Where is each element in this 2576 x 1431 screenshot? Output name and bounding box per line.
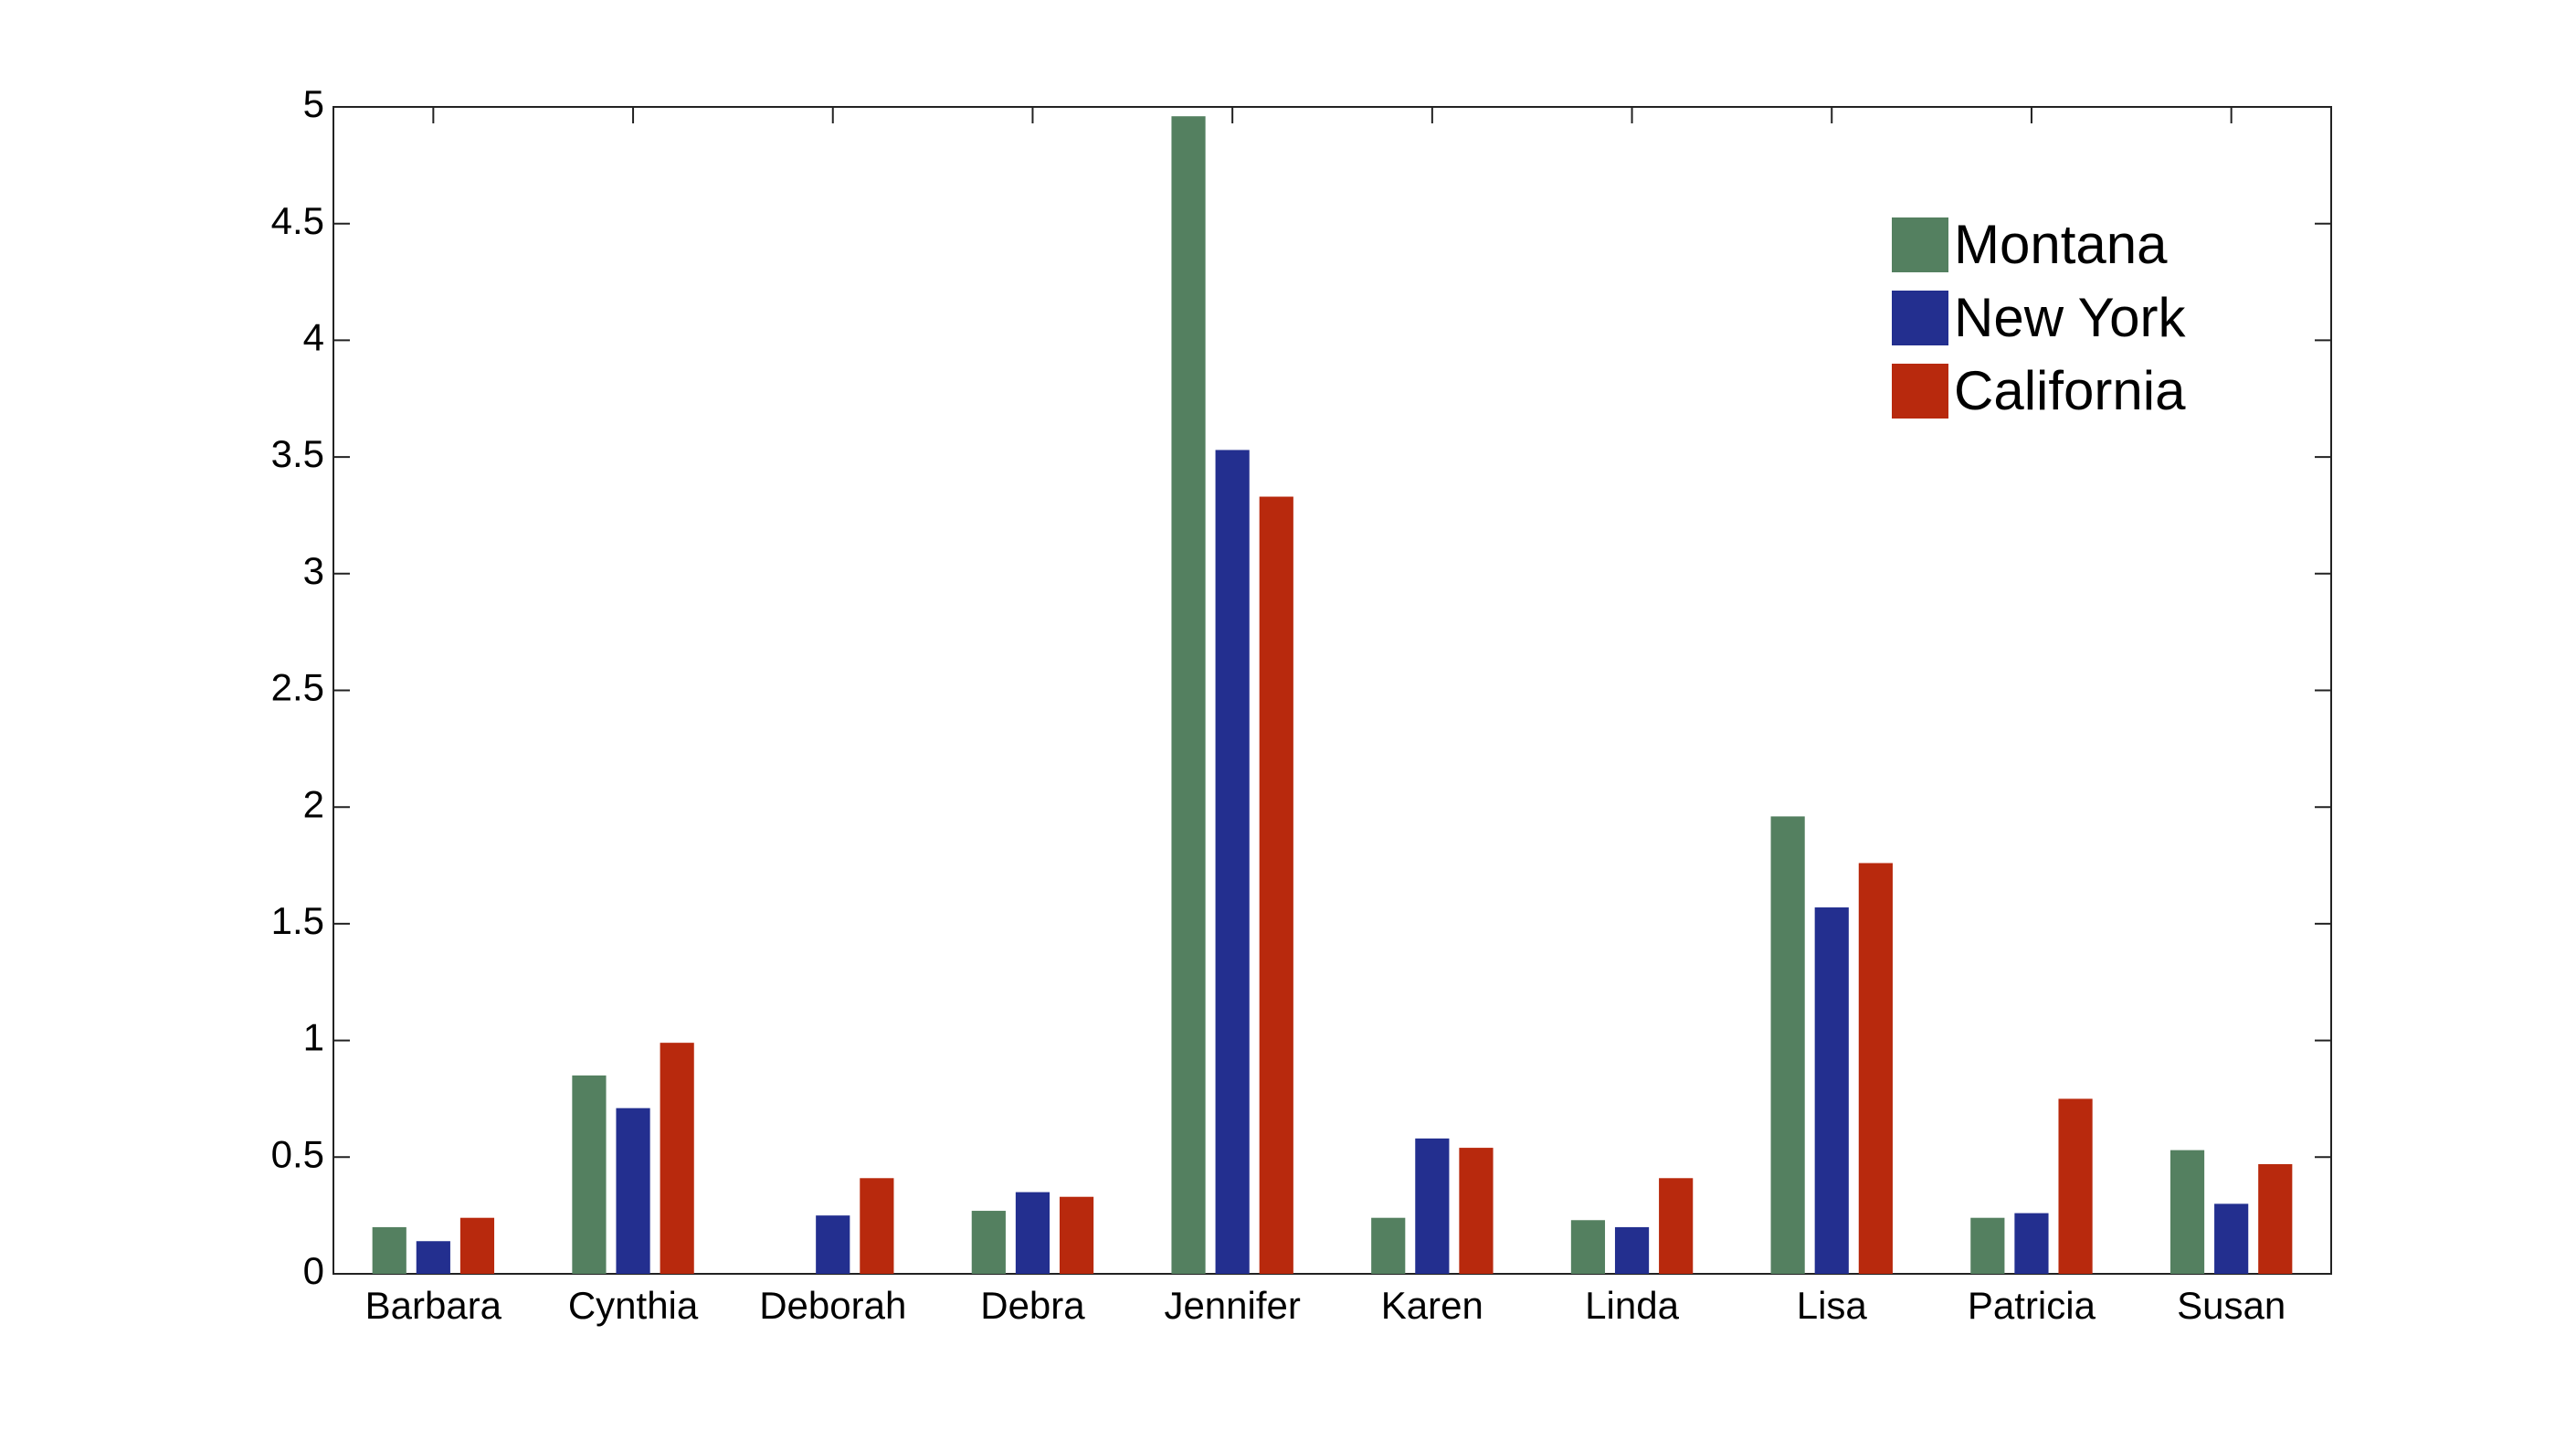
x-tick-label: Susan — [2177, 1284, 2286, 1327]
bar — [660, 1043, 694, 1274]
legend-label: New York — [1954, 287, 2186, 348]
bar — [1814, 907, 1849, 1274]
y-tick-label: 1.5 — [271, 899, 324, 942]
bar — [1459, 1148, 1494, 1274]
x-tick-label: Cynthia — [568, 1284, 699, 1327]
bar — [416, 1241, 450, 1274]
y-tick-label: 1 — [303, 1016, 324, 1059]
y-tick-label: 2 — [303, 782, 324, 825]
bar — [1858, 863, 1893, 1274]
bar — [1614, 1226, 1650, 1274]
bar — [372, 1226, 406, 1274]
legend-swatch — [1892, 217, 1948, 272]
x-tick-label: Linda — [1585, 1284, 1679, 1327]
bar — [1570, 1220, 1606, 1274]
bar — [1770, 816, 1805, 1274]
legend-swatch — [1892, 291, 1948, 345]
bar — [2258, 1163, 2293, 1274]
y-tick-label: 5 — [303, 82, 324, 125]
bar — [2170, 1150, 2205, 1274]
x-tick-label: Jennifer — [1164, 1284, 1300, 1327]
bar — [1259, 496, 1293, 1274]
plot-area — [333, 106, 2332, 1275]
bar — [459, 1217, 495, 1274]
x-tick-label: Barbara — [365, 1284, 502, 1327]
y-tick-label: 0 — [303, 1249, 324, 1292]
bar — [1970, 1217, 2005, 1274]
bar — [1371, 1217, 1406, 1274]
bar — [1415, 1138, 1450, 1274]
x-tick-label: Patricia — [1968, 1284, 2096, 1327]
bar — [2058, 1098, 2093, 1274]
legend-label: Montana — [1954, 214, 2168, 275]
y-tick-label: 3 — [303, 549, 324, 592]
bar — [1059, 1196, 1094, 1274]
x-tick-label: Deborah — [759, 1284, 906, 1327]
x-tick-label: Lisa — [1797, 1284, 1868, 1327]
y-tick-label: 4 — [303, 315, 324, 358]
legend-label: California — [1954, 360, 2186, 421]
x-tick-label: Karen — [1381, 1284, 1483, 1327]
bar — [2014, 1213, 2049, 1274]
bar — [2214, 1203, 2249, 1274]
bar — [860, 1178, 894, 1274]
bar — [1215, 450, 1250, 1274]
x-tick-label: Debra — [980, 1284, 1085, 1327]
y-tick-label: 0.5 — [271, 1132, 324, 1175]
legend-swatch — [1892, 364, 1948, 419]
bar — [1015, 1192, 1050, 1274]
y-tick-label: 2.5 — [271, 666, 324, 709]
bar — [971, 1211, 1006, 1274]
bar — [572, 1075, 607, 1274]
y-tick-label: 3.5 — [271, 432, 324, 475]
bar — [1171, 116, 1206, 1274]
y-tick-label: 4.5 — [271, 199, 324, 242]
bar — [1659, 1178, 1694, 1274]
bar — [616, 1108, 650, 1274]
bar — [816, 1215, 850, 1274]
